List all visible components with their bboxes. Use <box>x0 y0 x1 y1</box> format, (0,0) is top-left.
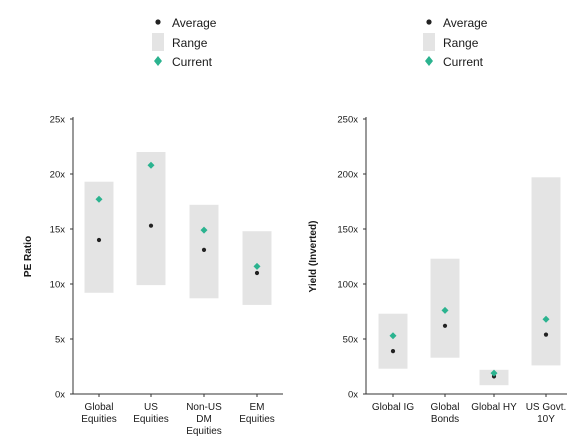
x-tick-label-line: Non-US <box>186 402 222 413</box>
average-point <box>201 247 207 252</box>
current-point <box>95 195 103 203</box>
x-tick-label: EM Equities <box>239 402 275 425</box>
legend-range-swatch <box>152 33 164 51</box>
legend-range-label: Range <box>443 36 479 50</box>
current-point <box>490 369 498 377</box>
y-tick-label: 200x <box>337 170 358 181</box>
y-axis-title: PE Ratio <box>23 236 34 277</box>
y-tick-label: 250x <box>337 115 358 126</box>
legend-range-swatch <box>423 33 435 51</box>
x-tick-label-line: Global HY <box>471 402 517 413</box>
x-tick-label: Global HY <box>471 402 517 413</box>
legend-current-label: Current <box>443 55 484 69</box>
x-tick-label: US Equities <box>133 402 169 425</box>
x-tick-label-line: Global IG <box>372 402 414 413</box>
range-bar <box>378 313 408 369</box>
y-tick-label: 100x <box>337 280 358 291</box>
average-point <box>442 323 448 328</box>
y-tick-label: 50x <box>343 335 359 346</box>
y-tick-label: 5x <box>55 335 65 346</box>
legend: Average Range Current <box>152 16 217 69</box>
x-tick-label-line: Equities <box>186 426 222 437</box>
average-point <box>254 270 260 276</box>
y-tick-label: 15x <box>50 225 66 236</box>
x-tick-label-line: Bonds <box>431 414 459 425</box>
x-tick-label-line: Equities <box>239 414 275 425</box>
range-bar <box>531 177 561 366</box>
x-tick-label: Global IG <box>372 402 414 413</box>
y-tick-label: 0x <box>55 390 65 401</box>
legend: Average Range Current <box>423 16 488 69</box>
average-point <box>543 332 549 337</box>
current-point <box>200 226 208 234</box>
legend-average-label: Average <box>172 16 217 30</box>
chart-panel-2: Average Range Current 0x 50x 100x 150x 200x 250x… <box>308 16 567 425</box>
current-point <box>147 161 155 169</box>
x-tick-label-line: US Govt. <box>526 402 567 413</box>
x-tick-label-line: DM <box>196 414 212 425</box>
x-tick-label-line: Global <box>85 402 114 413</box>
y-tick-label: 10x <box>50 280 66 291</box>
x-tick-label-line: US <box>144 402 158 413</box>
x-tick-label: Global Bonds <box>431 402 460 425</box>
average-point <box>96 237 102 243</box>
average-point <box>148 223 154 228</box>
legend-average-marker <box>426 19 432 25</box>
x-tick-label-line: Equities <box>133 414 169 425</box>
current-point <box>389 332 397 340</box>
y-tick-label: 150x <box>337 225 358 236</box>
legend-current-label: Current <box>172 55 213 69</box>
x-tick-label: US Govt. 10Y <box>526 402 567 425</box>
legend-current-marker <box>154 56 162 66</box>
range-bar <box>136 152 166 286</box>
legend-average-label: Average <box>443 16 488 30</box>
x-tick-label: Non-US DM Equities <box>186 402 222 437</box>
current-point <box>441 306 449 314</box>
legend-range-label: Range <box>172 36 208 50</box>
x-tick-label-line: Equities <box>81 414 117 425</box>
current-point <box>253 262 261 270</box>
legend-current-marker <box>425 56 433 66</box>
average-point <box>390 349 396 354</box>
x-tick-label-line: 10Y <box>537 414 555 425</box>
y-tick-label: 25x <box>50 115 66 126</box>
legend-average-marker <box>155 19 161 25</box>
current-point <box>542 315 550 323</box>
chart-panel-1: Average Range Current 0x 5x 10x 15x 20x 25x PE Ra… <box>23 16 283 437</box>
x-tick-label-line: EM <box>250 402 265 413</box>
y-tick-label: 0x <box>348 390 358 401</box>
y-axis-title: Yield (Inverted) <box>308 221 319 293</box>
y-tick-label: 20x <box>50 170 66 181</box>
x-tick-label: Global Equities <box>81 402 117 425</box>
x-tick-label-line: Global <box>431 402 460 413</box>
